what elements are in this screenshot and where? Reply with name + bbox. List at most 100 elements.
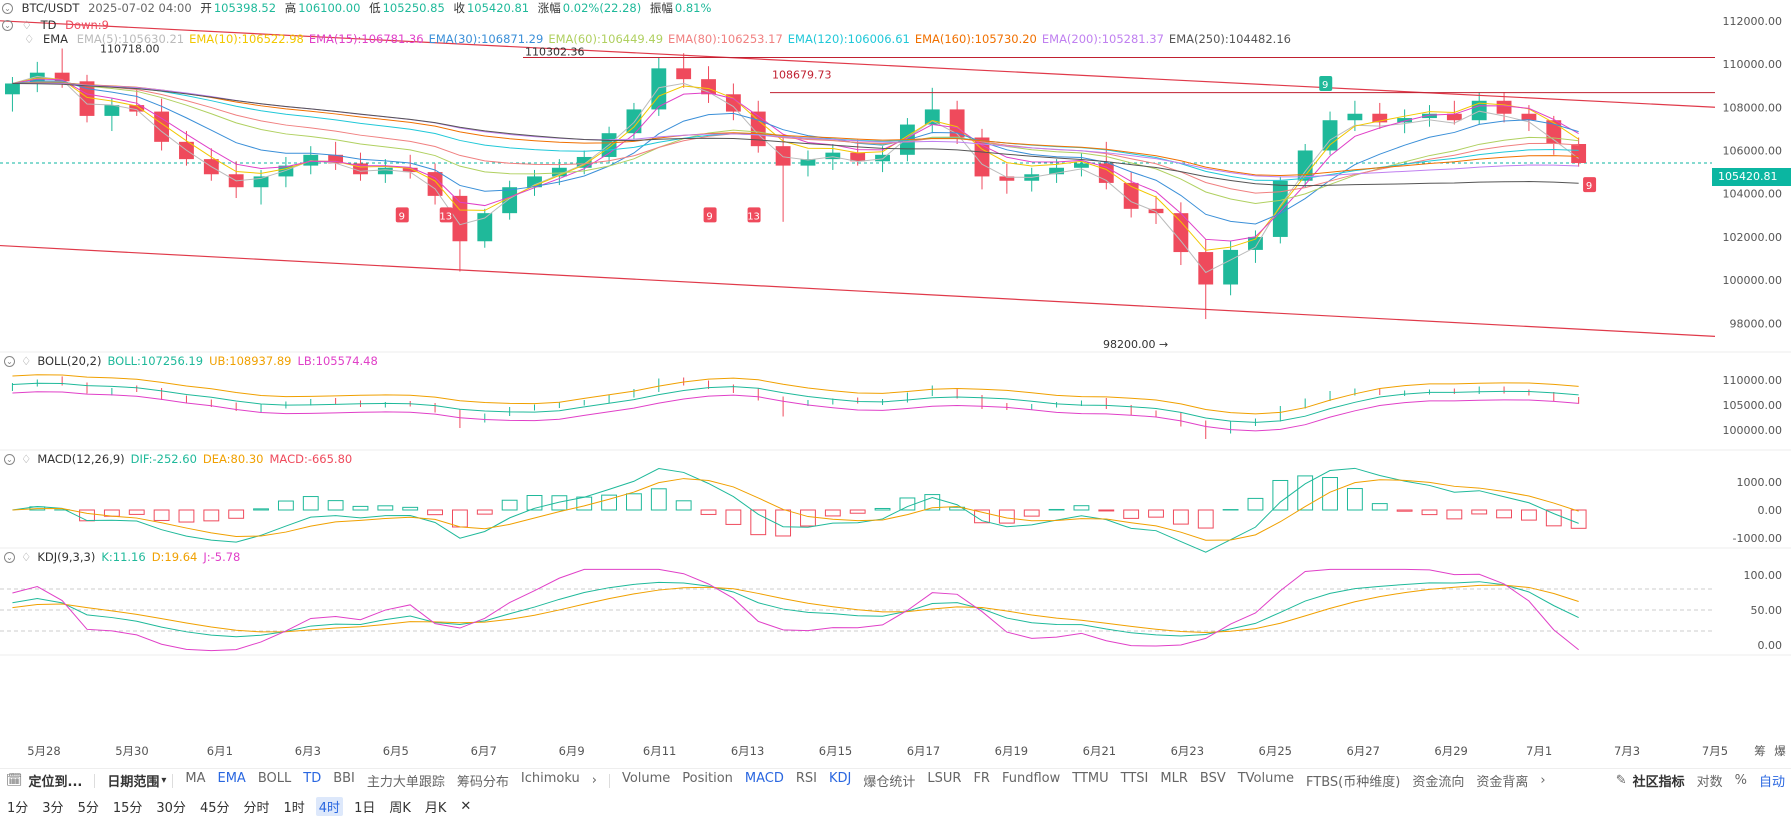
y-tick-label: 1000.00 bbox=[1737, 476, 1783, 489]
main-indicator-item[interactable]: MA bbox=[185, 771, 205, 790]
level-annotation: 108679.73 bbox=[772, 69, 832, 82]
timeframe-option[interactable]: 30分 bbox=[153, 797, 189, 816]
bell-icon[interactable]: ♢ bbox=[24, 32, 34, 46]
main-indicator-item[interactable]: BBI bbox=[333, 771, 355, 790]
open-value: 105398.52 bbox=[214, 1, 276, 15]
sub-indicator-item[interactable]: KDJ bbox=[829, 771, 851, 790]
timeframe-option[interactable]: 45分 bbox=[197, 797, 233, 816]
timeframe-option[interactable]: 15分 bbox=[110, 797, 146, 816]
timeframe-option[interactable]: 月K bbox=[422, 797, 450, 816]
main-indicator-item[interactable]: 主力大单跟踪 bbox=[367, 771, 445, 790]
high-label: 高 bbox=[285, 1, 297, 15]
candle-body bbox=[1223, 250, 1238, 285]
auto-scale-button[interactable]: 自动 bbox=[1759, 771, 1785, 790]
chevron-right-icon[interactable]: › bbox=[592, 773, 597, 788]
macd-histogram-bar bbox=[801, 510, 816, 526]
main-indicator-item[interactable]: TD bbox=[303, 771, 321, 790]
td-marker-label: 9 bbox=[1586, 181, 1592, 192]
main-indicator-item[interactable]: EMA bbox=[218, 771, 246, 790]
x-tick-label: 5月28 bbox=[27, 744, 60, 758]
candle-body bbox=[1571, 144, 1586, 163]
sub-indicator-item[interactable]: TTMU bbox=[1072, 771, 1108, 790]
y-tick-label: 100000.00 bbox=[1723, 274, 1783, 287]
bell-icon[interactable]: ♢ bbox=[21, 550, 31, 564]
sub-indicator-item[interactable]: Volume bbox=[622, 771, 670, 790]
collapse-icon[interactable]: ⌄ bbox=[4, 552, 15, 563]
timeframe-option[interactable]: 1时 bbox=[281, 797, 308, 816]
date-range-button[interactable]: 日期范围 bbox=[107, 771, 159, 790]
main-indicator-item[interactable]: BOLL bbox=[258, 771, 291, 790]
ema-value: EMA(160):105730.20 bbox=[915, 32, 1037, 46]
close-value: 105420.81 bbox=[467, 1, 529, 15]
sub-indicator-item[interactable]: Fundflow bbox=[1002, 771, 1060, 790]
sub-indicator-item[interactable]: TVolume bbox=[1238, 771, 1294, 790]
x-tick-label: 6月7 bbox=[471, 744, 497, 758]
collapse-icon[interactable]: ⌄ bbox=[4, 356, 15, 367]
close-icon[interactable]: ✕ bbox=[457, 799, 474, 814]
bell-icon[interactable]: ♢ bbox=[21, 452, 31, 466]
collapse-icon[interactable]: ⌄ bbox=[2, 20, 13, 31]
x-tick-label: 爆 bbox=[1774, 744, 1786, 758]
sub-indicator-item[interactable]: 爆仓统计 bbox=[863, 771, 915, 790]
macd-dif: DIF:-252.60 bbox=[131, 452, 197, 466]
macd-histogram-bar bbox=[502, 500, 517, 510]
bell-icon[interactable]: ♢ bbox=[21, 354, 31, 368]
sub-indicator-item[interactable]: 资金背离 bbox=[1476, 771, 1528, 790]
macd-histogram-bar bbox=[1074, 506, 1089, 510]
candle-body bbox=[1198, 252, 1213, 284]
bell-icon[interactable]: ♢ bbox=[22, 18, 32, 32]
sub-indicator-item[interactable]: TTSI bbox=[1121, 771, 1149, 790]
macd-histogram-bar bbox=[403, 507, 418, 510]
sub-indicator-item[interactable]: Position bbox=[682, 771, 733, 790]
ema-value: EMA(30):106871.29 bbox=[429, 32, 544, 46]
y-tick-label: 100000.00 bbox=[1723, 424, 1783, 437]
candle-body bbox=[1273, 181, 1288, 237]
sub-indicator-item[interactable]: BSV bbox=[1200, 771, 1226, 790]
ema-value: EMA(5):105630.21 bbox=[77, 32, 184, 46]
macd-histogram-bar bbox=[428, 510, 443, 515]
x-tick-label: 6月17 bbox=[907, 744, 940, 758]
macd-histogram-bar bbox=[776, 510, 791, 536]
main-indicator-item[interactable]: Ichimoku bbox=[521, 771, 580, 790]
sub-indicator-item[interactable]: RSI bbox=[796, 771, 817, 790]
timeframe-option[interactable]: 分时 bbox=[240, 797, 272, 816]
macd-histogram-bar bbox=[1447, 510, 1462, 519]
sub-indicator-item[interactable]: FR bbox=[973, 771, 990, 790]
candle-body bbox=[104, 105, 119, 116]
macd-histogram-bar bbox=[552, 496, 567, 510]
community-indicators-button[interactable]: 社区指标 bbox=[1633, 771, 1685, 790]
macd-histogram-bar bbox=[577, 497, 592, 510]
chevron-down-icon[interactable]: ▾ bbox=[161, 775, 166, 786]
high-value: 106100.00 bbox=[298, 1, 360, 15]
boll-ub: UB:108937.89 bbox=[209, 354, 291, 368]
x-tick-label: 6月23 bbox=[1171, 744, 1204, 758]
sub-indicator-item[interactable]: MLR bbox=[1160, 771, 1188, 790]
timeframe-option[interactable]: 4时 bbox=[316, 797, 343, 816]
timeframe-option[interactable]: 5分 bbox=[75, 797, 102, 816]
sub-indicator-item[interactable]: MACD bbox=[745, 771, 784, 790]
timeframe-option[interactable]: 1日 bbox=[351, 797, 378, 816]
price-chart[interactable]: 112000.00110000.00108000.00106000.001040… bbox=[0, 0, 1791, 768]
log-scale-button[interactable]: 对数 bbox=[1697, 771, 1723, 790]
collapse-icon[interactable]: ⌄ bbox=[4, 454, 15, 465]
sub-indicator-item[interactable]: LSUR bbox=[927, 771, 961, 790]
timeframe-option[interactable]: 1分 bbox=[4, 797, 31, 816]
timeframe-option[interactable]: 3分 bbox=[39, 797, 66, 816]
percent-button[interactable]: % bbox=[1735, 773, 1747, 788]
macd-histogram-bar bbox=[1248, 498, 1263, 510]
y-tick-label: 105000.00 bbox=[1723, 399, 1783, 412]
x-tick-label: 6月19 bbox=[995, 744, 1028, 758]
timeframe-option[interactable]: 周K bbox=[386, 797, 414, 816]
sub-indicator-item[interactable]: 资金流向 bbox=[1412, 771, 1464, 790]
main-indicator-item[interactable]: 筹码分布 bbox=[457, 771, 509, 790]
sub-indicator-item[interactable]: FTBS(币种维度) bbox=[1306, 771, 1400, 790]
candle-body bbox=[850, 153, 865, 162]
calendar-icon[interactable]: 🗓 bbox=[6, 773, 23, 788]
collapse-icon[interactable]: ⌄ bbox=[2, 3, 13, 14]
edit-icon[interactable]: ✎ bbox=[1616, 773, 1627, 788]
chevron-right-icon[interactable]: › bbox=[1540, 773, 1545, 788]
main-indicators: MA EMA BOLL TD BBI 主力大单跟踪筹码分布 Ichimoku bbox=[179, 771, 585, 790]
change-label: 涨幅 bbox=[538, 1, 561, 15]
locate-button[interactable]: 定位到... bbox=[29, 771, 83, 790]
